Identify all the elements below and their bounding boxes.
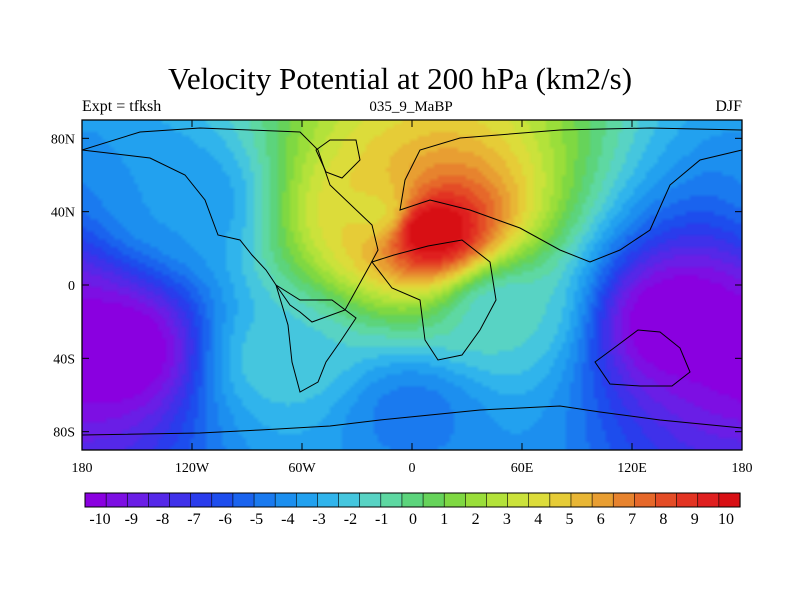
colorbar-label: 6: [597, 511, 605, 528]
colorbar: -10 -9 -8 -7 -6 -5 -4 -3 -2 -1 0 1 2 3 4 5 6 7 8 9 10: [84, 492, 741, 528]
colorbar-label: 3: [503, 511, 511, 528]
colorbar-label: -6: [219, 511, 232, 528]
y-tick-label: 80N: [51, 132, 75, 147]
colorbar-swatch: [465, 492, 488, 508]
x-tick-label: 120W: [175, 461, 210, 476]
colorbar-swatch: [126, 492, 149, 508]
colorbar-swatch: [148, 492, 171, 508]
x-tick-label: 0: [409, 461, 416, 476]
coastlines: [82, 127, 742, 450]
coastline-greenland: [315, 139, 361, 179]
x-tick-label: 180: [72, 461, 93, 476]
colorbar-label: 2: [472, 511, 480, 528]
colorbar-swatch: [190, 492, 213, 508]
colorbar-swatch: [295, 492, 319, 508]
chart-title: Velocity Potential at 200 hPa (km2/s): [167, 61, 633, 96]
x-tick-label: 60W: [288, 461, 316, 476]
x-tick-label: 180: [732, 461, 753, 476]
colorbar-label: -4: [281, 511, 294, 528]
colorbar-swatch: [655, 492, 678, 508]
y-tick-label: 0: [68, 279, 75, 294]
colorbar-label: 10: [718, 511, 734, 528]
coastline-africa: [371, 239, 497, 361]
colorbar-swatch: [401, 492, 424, 508]
y-axis: 80N 40N 0 40S 80S: [51, 132, 742, 441]
colorbar-swatch: [422, 492, 445, 508]
colorbar-swatch: [380, 492, 403, 508]
colorbar-swatch: [634, 492, 657, 508]
colorbar-swatch: [232, 492, 255, 508]
coastline-eurasia: [399, 127, 742, 263]
colorbar-swatch: [84, 492, 107, 508]
colorbar-swatch: [718, 492, 741, 508]
colorbar-swatch: [338, 492, 361, 508]
colorbar-swatch: [274, 492, 297, 508]
colorbar-label: -7: [187, 511, 200, 528]
coastline-antarctica: [82, 405, 742, 450]
colorbar-swatch: [612, 492, 635, 508]
colorbar-label: 9: [691, 511, 699, 528]
colorbar-swatch: [528, 492, 551, 508]
colorbar-swatch: [570, 492, 593, 508]
x-tick-label: 120E: [617, 461, 647, 476]
x-tick-label: 60E: [511, 461, 534, 476]
colorbar-label: 8: [659, 511, 667, 528]
colorbar-swatch: [105, 492, 128, 508]
colorbar-swatch: [169, 492, 192, 508]
colorbar-swatch: [359, 492, 382, 508]
colorbar-swatch: [591, 492, 614, 508]
coastline-south-america: [275, 283, 357, 393]
season-label: DJF: [715, 98, 742, 115]
colorbar-swatch: [443, 492, 466, 508]
coastline-north-america: [82, 127, 379, 323]
colorbar-swatch: [507, 492, 530, 508]
colorbar-label: -5: [250, 511, 263, 528]
colorbar-label: -8: [156, 511, 169, 528]
colorbar-swatch: [253, 492, 276, 508]
colorbar-swatch: [676, 492, 699, 508]
coastline-australia: [594, 329, 691, 387]
colorbar-label: -1: [375, 511, 388, 528]
colorbar-swatch: [549, 492, 572, 508]
colorbar-label: 0: [409, 511, 417, 528]
colorbar-swatch: [211, 492, 234, 508]
velocity-potential-field: [82, 120, 742, 450]
run-label: 035_9_MaBP: [369, 99, 453, 115]
colorbar-label: 5: [566, 511, 574, 528]
colorbar-label: 7: [628, 511, 636, 528]
colorbar-swatch: [697, 492, 720, 508]
colorbar-frame: [84, 492, 741, 508]
colorbar-label: -10: [89, 511, 110, 528]
y-tick-label: 40N: [51, 206, 75, 221]
colorbar-label: -2: [344, 511, 357, 528]
colorbar-swatch: [317, 492, 340, 508]
colorbar-label: 4: [534, 511, 542, 528]
x-axis: 180 120W 60W 0 60E 120E 180: [72, 120, 753, 476]
y-tick-label: 40S: [53, 352, 75, 367]
colorbar-label: -3: [312, 511, 325, 528]
colorbar-label: -9: [125, 511, 138, 528]
field-raster: [82, 120, 742, 450]
experiment-label: Expt = tfksh: [82, 98, 162, 115]
y-tick-label: 80S: [53, 426, 75, 441]
colorbar-label: 1: [440, 511, 448, 528]
colorbar-swatch: [486, 492, 509, 508]
